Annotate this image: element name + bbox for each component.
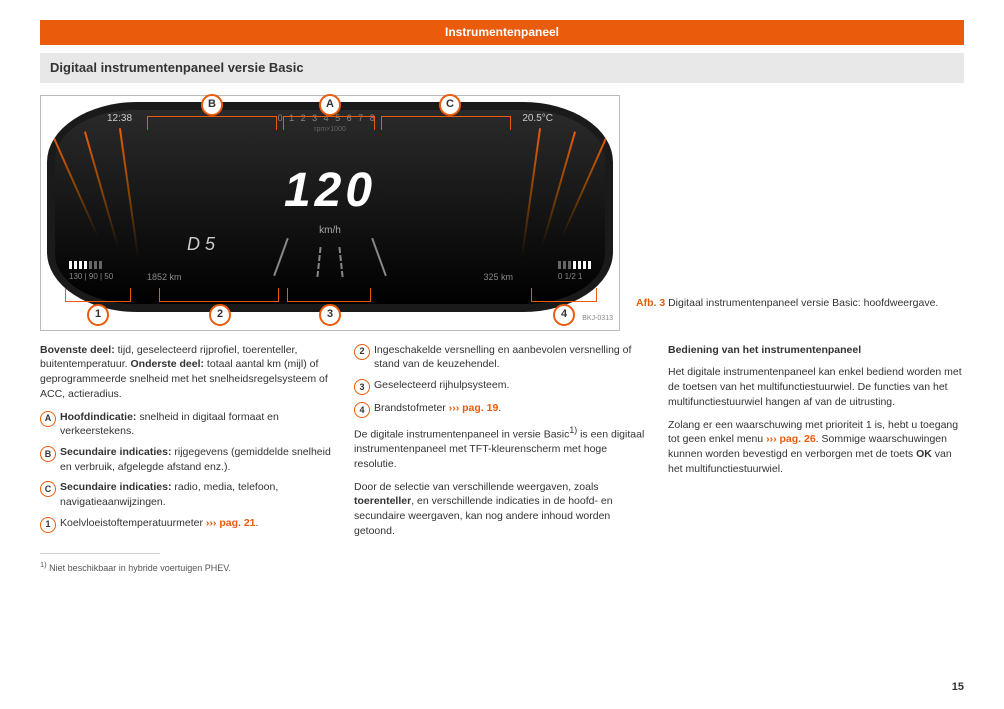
lane-assist bbox=[270, 227, 390, 277]
bracket-4 bbox=[531, 288, 597, 302]
circle-B-icon: B bbox=[40, 446, 56, 462]
coolant-gauge: 130 | 90 | 50 bbox=[69, 261, 113, 282]
section-title: Digitaal instrumentenpaneel versie Basic bbox=[40, 53, 964, 83]
circle-3-icon: 3 bbox=[354, 379, 370, 395]
caption-text: Digitaal instrumentenpaneel versie Basic… bbox=[668, 297, 938, 309]
circle-2-icon: 2 bbox=[354, 344, 370, 360]
manual-page: Instrumentenpaneel Digitaal instrumenten… bbox=[0, 0, 1004, 709]
outside-temp: 20.5°C bbox=[522, 112, 553, 126]
fuel-gauge: 0 1/2 1 bbox=[558, 261, 591, 282]
figure-caption: Afb. 3 Digitaal instrumentenpaneel versi… bbox=[636, 296, 938, 311]
figure-box: B A C bbox=[40, 95, 620, 331]
column-2: 2 Ingeschakelde versnelling en aanbevole… bbox=[354, 343, 650, 574]
bracket-C bbox=[381, 116, 511, 130]
circle-4-icon: 4 bbox=[354, 402, 370, 418]
speed-value: 120 bbox=[47, 157, 613, 224]
gear-indicator: D 5 bbox=[187, 232, 215, 257]
callout-B: B bbox=[201, 94, 223, 116]
callout-3: 3 bbox=[319, 304, 341, 326]
speed-display: 120 km/h bbox=[47, 157, 613, 238]
footnote: 1) Niet beschikbaar in hybride voertuige… bbox=[40, 560, 336, 575]
intro-paragraph: Bovenste deel: tijd, geselecteerd rijpro… bbox=[40, 343, 336, 402]
figure-caption-box: Afb. 3 Digitaal instrumentenpaneel versi… bbox=[636, 95, 964, 331]
bracket-3 bbox=[287, 288, 371, 302]
callout-4: 4 bbox=[553, 304, 575, 326]
item-C: C Secundaire indicaties: radio, media, t… bbox=[40, 480, 336, 509]
clock: 12:38 bbox=[107, 112, 132, 126]
page-link-21[interactable]: ››› pag. 21 bbox=[206, 517, 256, 529]
circle-C-icon: C bbox=[40, 481, 56, 497]
circle-1-icon: 1 bbox=[40, 517, 56, 533]
page-link-19[interactable]: ››› pag. 19 bbox=[449, 402, 499, 414]
page-link-26[interactable]: ››› pag. 26 bbox=[766, 433, 816, 445]
callout-2: 2 bbox=[209, 304, 231, 326]
item-2: 2 Ingeschakelde versnelling en aanbevole… bbox=[354, 343, 650, 372]
col3-heading: Bediening van het instrumentenpaneel bbox=[668, 343, 964, 358]
col3-p1: Het digitale instrumentenpaneel kan enke… bbox=[668, 365, 964, 409]
header-bar: Instrumentenpaneel bbox=[40, 20, 964, 45]
column-3: Bediening van het instrumentenpaneel Het… bbox=[668, 343, 964, 574]
item-1: 1 Koelvloeistoftemperatuurmeter ››› pag.… bbox=[40, 516, 336, 533]
header-title: Instrumentenpaneel bbox=[445, 25, 559, 39]
column-1: Bovenste deel: tijd, geselecteerd rijpro… bbox=[40, 343, 336, 574]
bracket-B bbox=[147, 116, 277, 130]
item-3: 3 Geselecteerd rijhulpsysteem. bbox=[354, 378, 650, 395]
callout-1: 1 bbox=[87, 304, 109, 326]
circle-A-icon: A bbox=[40, 411, 56, 427]
callout-C: C bbox=[439, 94, 461, 116]
bracket-A bbox=[283, 116, 375, 130]
callout-A: A bbox=[319, 94, 341, 116]
instrument-cluster: 12:38 0 1 2 3 4 5 6 7 8 20.5°C rpm×1000 … bbox=[47, 102, 613, 312]
col3-p2: Zolang er een waarschuwing met prioritei… bbox=[668, 418, 964, 477]
page-number: 15 bbox=[952, 680, 964, 695]
cluster-bottom: 1852 km 325 km bbox=[147, 271, 513, 284]
odometer: 1852 km bbox=[147, 271, 182, 284]
section-title-text: Digitaal instrumentenpaneel versie Basic bbox=[50, 60, 304, 75]
bracket-1 bbox=[65, 288, 131, 302]
item-A: A Hoofdindicatie: snelheid in digitaal f… bbox=[40, 410, 336, 439]
col2-p2: Door de selectie van verschillende weerg… bbox=[354, 480, 650, 539]
figure-row: B A C bbox=[40, 95, 964, 331]
trip: 325 km bbox=[483, 271, 513, 284]
figure-container: B A C bbox=[40, 95, 620, 331]
item-B: B Secundaire indicaties: rijgegevens (ge… bbox=[40, 445, 336, 474]
text-columns: Bovenste deel: tijd, geselecteerd rijpro… bbox=[40, 343, 964, 574]
footnote-separator bbox=[40, 553, 160, 554]
item-4: 4 Brandstofmeter ››› pag. 19. bbox=[354, 401, 650, 418]
col2-p1: De digitale instrumentenpaneel in versie… bbox=[354, 424, 650, 472]
bracket-2 bbox=[159, 288, 279, 302]
caption-label: Afb. 3 bbox=[636, 297, 665, 309]
